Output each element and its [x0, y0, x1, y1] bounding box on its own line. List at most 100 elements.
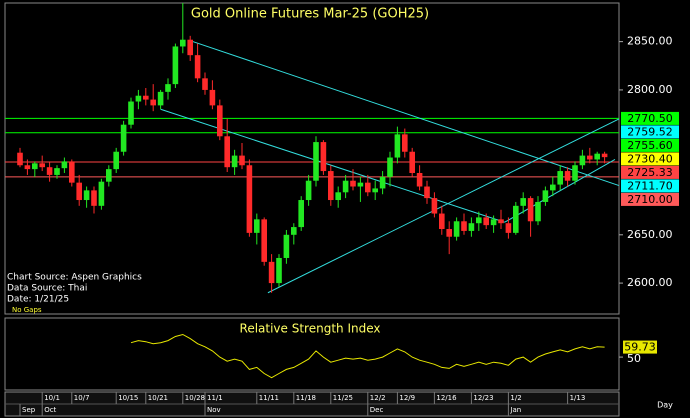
month-label: Jan	[509, 406, 521, 414]
candle-body	[305, 180, 312, 201]
trendline	[267, 118, 620, 294]
candle-body	[180, 39, 186, 47]
level-label-bg	[621, 179, 679, 193]
rsi-last-bg	[623, 340, 657, 354]
source-note: Data Source: Thai	[7, 284, 87, 294]
candle-body	[513, 205, 519, 233]
candle-body	[39, 163, 45, 168]
candle-body	[283, 234, 290, 258]
candle-body	[527, 198, 534, 222]
candle-body	[150, 99, 156, 106]
rsi-title: Relative Strength Index	[240, 322, 381, 336]
x-tick-label: 10/7	[74, 394, 90, 402]
candle-body	[172, 46, 179, 85]
level-label-bg	[621, 111, 679, 125]
candle-body	[165, 84, 171, 92]
gap-note: No Gaps	[12, 306, 42, 314]
level-label: 2755.60	[627, 139, 673, 152]
candle-body	[313, 142, 319, 181]
candle-body	[601, 153, 608, 158]
candle-body	[409, 151, 415, 173]
candle-body	[61, 161, 68, 169]
rsi-line	[130, 333, 605, 379]
candle-body	[498, 219, 504, 224]
candle-body	[372, 188, 378, 193]
level-label-bg	[621, 192, 679, 206]
candle-body	[542, 190, 549, 202]
candle-body	[431, 198, 438, 214]
level-label: 2770.50	[627, 112, 673, 125]
month-label: Sep	[22, 406, 36, 414]
candle-body	[520, 198, 526, 206]
candle-body	[83, 190, 90, 201]
candle-body	[291, 227, 297, 235]
candle-body	[231, 155, 238, 168]
x-tick-label: 1/2	[510, 394, 521, 402]
candle-body	[32, 163, 38, 170]
candle-body	[194, 55, 201, 79]
candle-body	[202, 78, 208, 90]
candle-body	[276, 257, 282, 284]
candle-body	[76, 182, 82, 201]
candle-body	[394, 134, 401, 158]
candle-body	[261, 219, 267, 262]
candle-body	[557, 171, 563, 185]
candle-body	[461, 221, 467, 231]
candle-body	[246, 165, 253, 233]
candle-body	[128, 101, 134, 125]
candle-body	[468, 223, 475, 231]
candle-body	[54, 168, 60, 175]
y-tick-label: 2600.00	[627, 276, 673, 289]
level-label: 2710.00	[627, 193, 673, 206]
x-tick-label: 11/1	[207, 394, 223, 402]
candle-body	[476, 217, 482, 224]
candle-body	[187, 39, 193, 56]
candle-body	[416, 172, 423, 187]
rsi-tick-label: 50	[627, 352, 641, 365]
candle-body	[328, 171, 334, 201]
price-panel	[4, 2, 620, 315]
candle-body	[320, 142, 327, 172]
candle-body	[350, 180, 356, 187]
x-tick-label: 11/25	[333, 394, 353, 402]
candle-body	[357, 182, 364, 187]
chart-title: Gold Online Futures Mar-25 (GOH25)	[191, 7, 429, 22]
month-label: Nov	[207, 406, 221, 414]
candle-body	[439, 213, 445, 230]
y-tick-label: 2850.00	[627, 35, 673, 48]
candle-body	[342, 180, 349, 193]
candle-body	[91, 190, 97, 206]
level-label: 2711.70	[627, 179, 673, 192]
level-label-bg	[621, 138, 679, 152]
month-label: Dec	[370, 406, 384, 414]
candle-body	[268, 261, 275, 284]
x-tick-label: 11/11	[259, 394, 279, 402]
x-tick-label: 12/23	[473, 394, 493, 402]
x-tick-label: 1/13	[570, 394, 586, 402]
candle-body	[387, 157, 393, 177]
candle-body	[402, 134, 408, 152]
source-note: Date: 1/21/25	[7, 295, 69, 305]
candle-body	[106, 169, 112, 182]
candle-body	[46, 167, 53, 175]
x-tick-label: 10/15	[118, 394, 138, 402]
level-label: 2759.52	[627, 125, 673, 138]
x-tick-label: 12/16	[436, 394, 457, 402]
level-label-bg	[621, 125, 679, 139]
x-tick-label: 10/28	[185, 394, 205, 402]
month-label: Oct	[44, 406, 56, 414]
level-label-bg	[621, 152, 679, 166]
candle-body	[157, 91, 164, 106]
candle-body	[135, 95, 142, 102]
candle-body	[535, 201, 541, 222]
candle-body	[550, 184, 556, 191]
candle-body	[483, 217, 489, 226]
candle-body	[254, 219, 260, 233]
candle-body	[120, 124, 127, 152]
trendline	[190, 40, 620, 187]
source-note: Chart Source: Aspen Graphics	[7, 273, 142, 283]
candle-body	[490, 219, 497, 226]
